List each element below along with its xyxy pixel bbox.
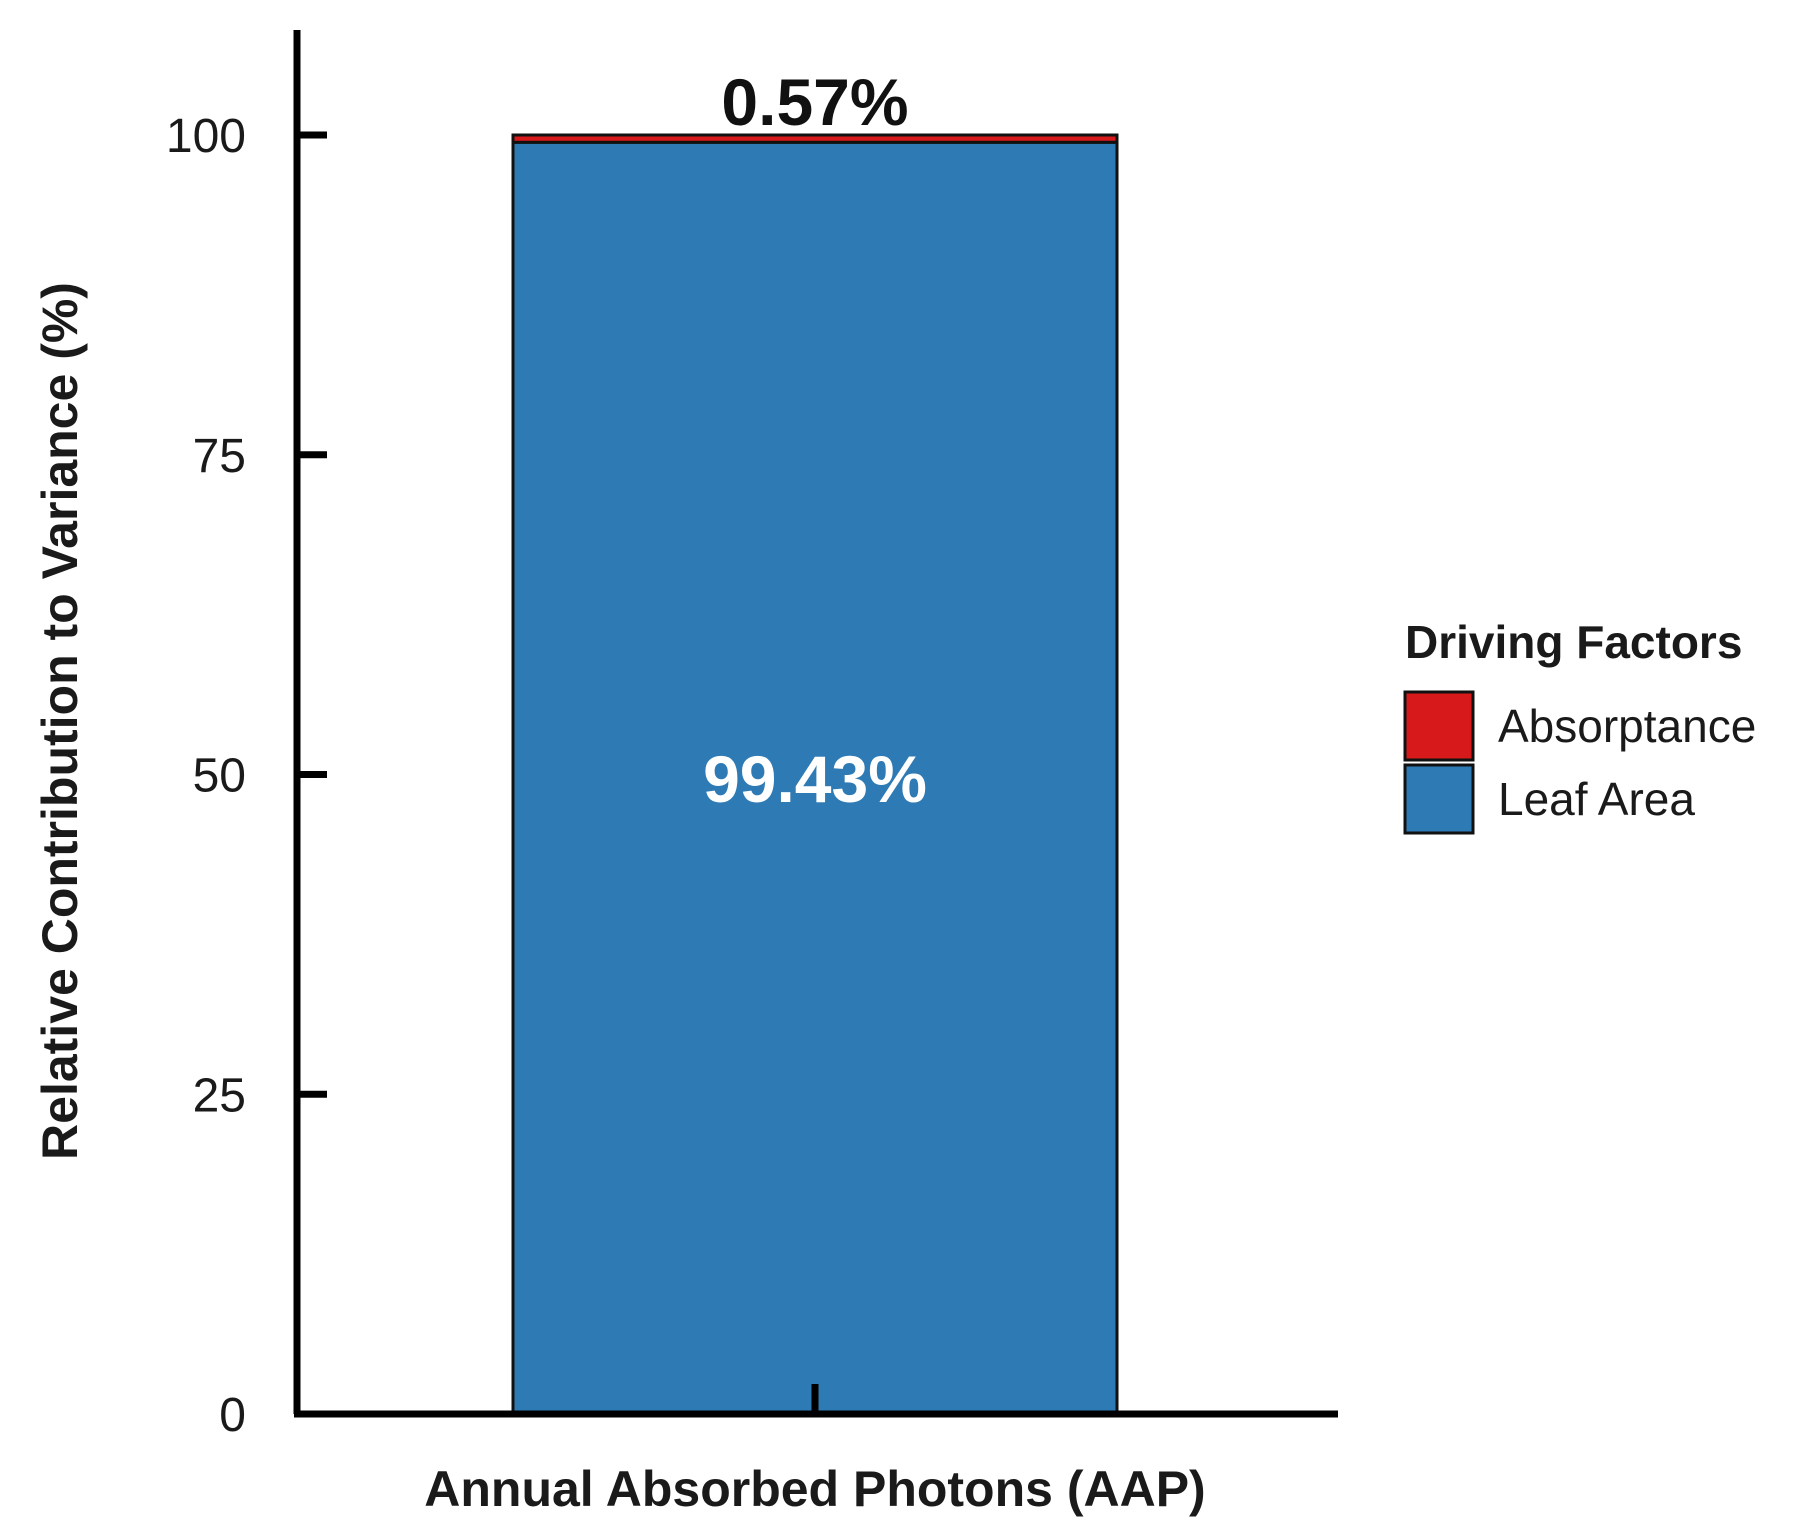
data-label-absorptance: 0.57% <box>721 65 908 139</box>
y-axis-tick-marks <box>297 131 327 1418</box>
y-tick-label: 50 <box>193 750 246 803</box>
y-tick-label: 100 <box>166 110 246 163</box>
y-axis-title: Relative Contribution to Variance (%) <box>32 282 88 1160</box>
y-axis-tick-labels: 0 25 50 75 100 <box>166 110 246 1442</box>
data-label-leaf-area: 99.43% <box>703 742 927 816</box>
legend-label: Absorptance <box>1498 700 1756 752</box>
y-tick-label: 25 <box>193 1069 246 1122</box>
legend-swatch <box>1403 763 1475 835</box>
legend: Driving Factors Absorptance Leaf Area <box>1403 616 1756 835</box>
bar-segment-absorptance <box>511 133 1119 144</box>
x-axis-title: Annual Absorbed Photons (AAP) <box>424 1461 1205 1517</box>
legend-swatch <box>1403 690 1475 762</box>
bar-group <box>511 133 1119 1416</box>
legend-title: Driving Factors <box>1405 616 1742 668</box>
data-labels: 99.43% 0.57% <box>703 65 927 816</box>
legend-label: Leaf Area <box>1498 773 1695 825</box>
y-tick-label: 0 <box>219 1389 246 1442</box>
y-tick-label: 75 <box>193 430 246 483</box>
bar-segment-leaf-area <box>511 140 1119 1416</box>
legend-entries: Absorptance Leaf Area <box>1403 690 1756 835</box>
